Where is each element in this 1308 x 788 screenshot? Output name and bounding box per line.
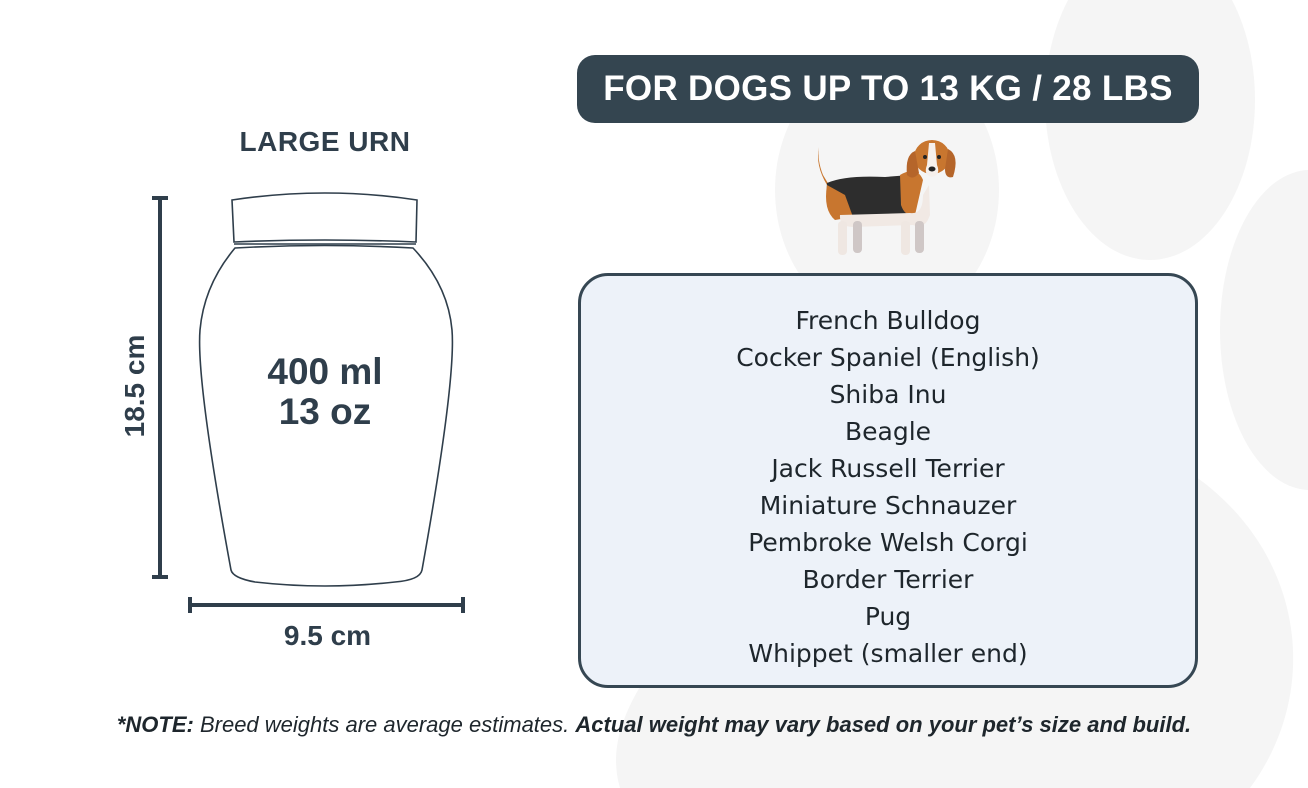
list-item: Border Terrier xyxy=(802,565,974,594)
list-item: French Bulldog xyxy=(795,306,981,335)
width-label: 9.5 cm xyxy=(283,620,372,651)
urn-diagram xyxy=(152,192,465,613)
height-dimension-line xyxy=(152,196,168,579)
capacity-oz: 13 oz xyxy=(278,391,372,432)
capacity-ml: 400 ml xyxy=(267,351,383,392)
urn-title: LARGE URN xyxy=(239,126,411,157)
urn-outline xyxy=(198,192,454,587)
list-item: Miniature Schnauzer xyxy=(759,491,1017,520)
note-prefix: *NOTE: xyxy=(116,712,194,737)
list-item: Pug xyxy=(864,602,912,631)
breed-list-box: French Bulldog Cocker Spaniel (English) … xyxy=(578,273,1198,688)
list-item: Whippet (smaller end) xyxy=(748,639,1028,668)
beagle-icon xyxy=(818,140,956,255)
list-item: Cocker Spaniel (English) xyxy=(736,343,1040,372)
list-item: Pembroke Welsh Corgi xyxy=(748,528,1028,557)
list-item: Beagle xyxy=(844,417,932,446)
height-label: 18.5 cm xyxy=(119,334,150,438)
weight-header: FOR DOGS UP TO 13 KG / 28 LBS xyxy=(577,55,1199,123)
note-emphasis: Actual weight may vary based on your pet… xyxy=(575,712,1192,737)
breed-list: French Bulldog Cocker Spaniel (English) … xyxy=(581,276,1195,672)
list-item: Jack Russell Terrier xyxy=(771,454,1005,483)
urn-capacity: 400 ml 13 oz xyxy=(240,352,410,432)
disclaimer-note: *NOTE: Breed weights are average estimat… xyxy=(0,712,1308,738)
note-regular: Breed weights are average estimates. xyxy=(193,712,576,737)
list-item: Shiba Inu xyxy=(829,380,947,409)
weight-header-label: FOR DOGS UP TO 13 KG / 28 LBS xyxy=(603,69,1173,108)
width-dimension-line xyxy=(188,597,465,613)
